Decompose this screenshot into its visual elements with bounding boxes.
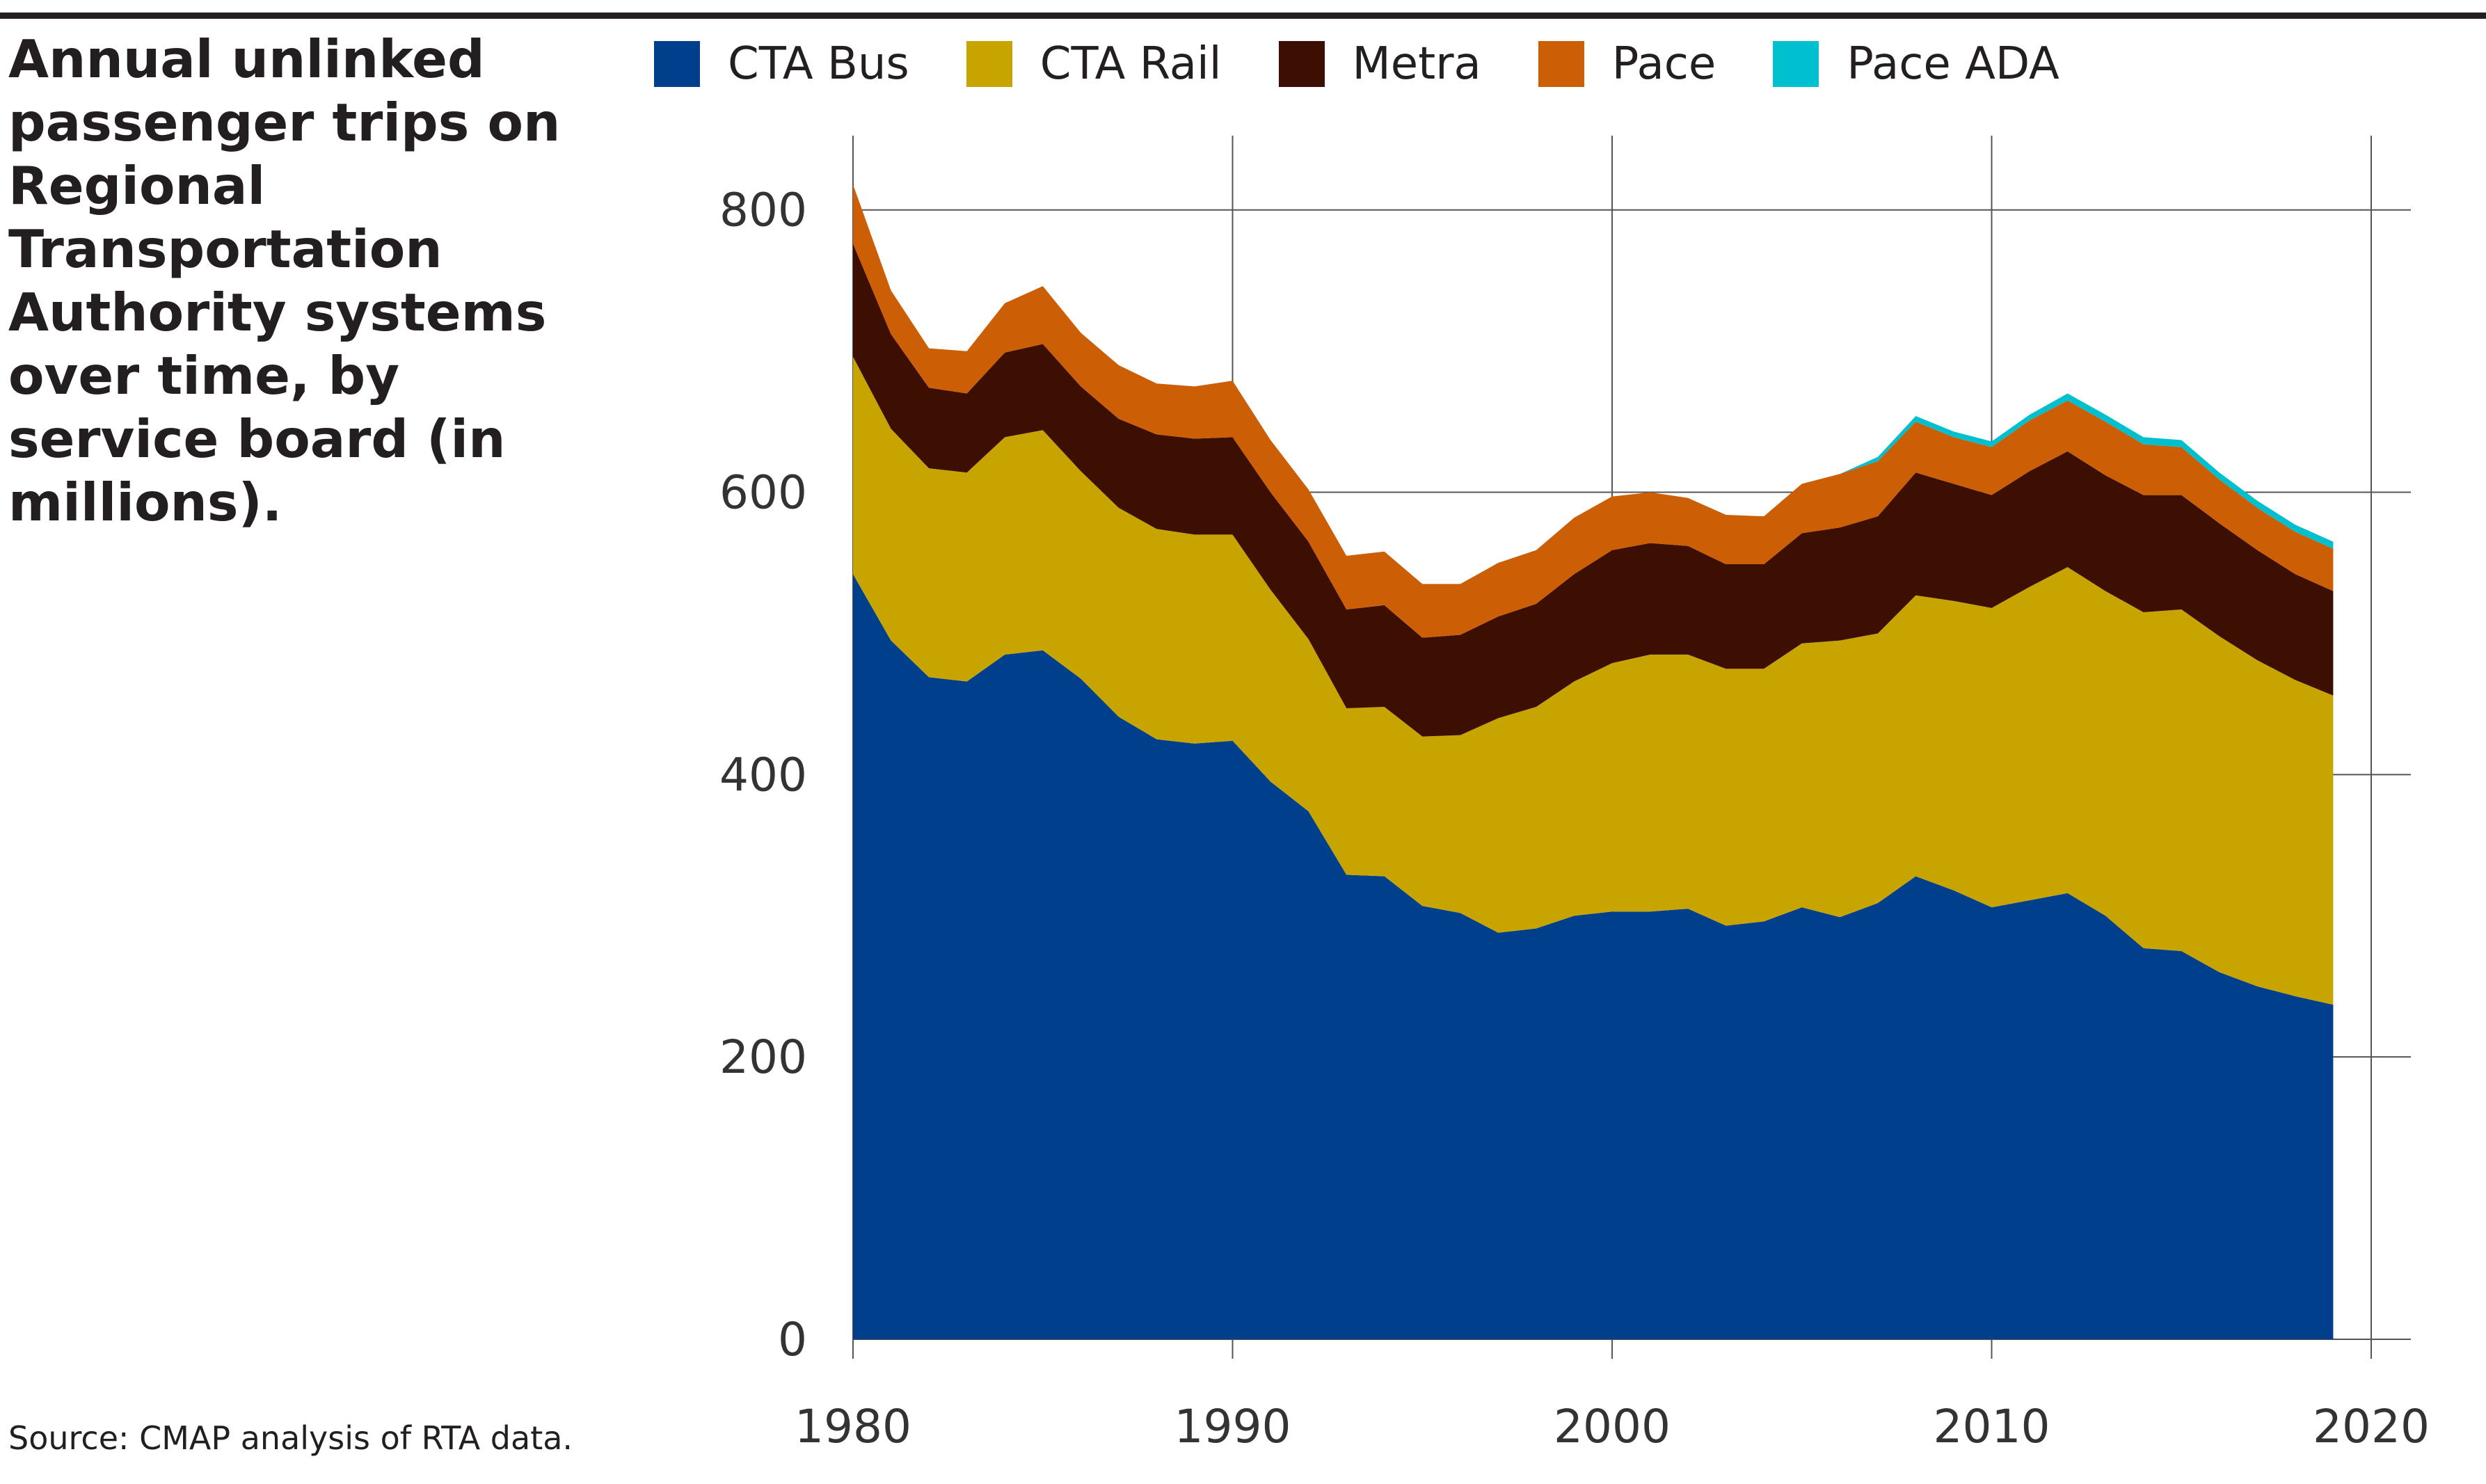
legend-swatch: [1278, 41, 1325, 87]
legend-item-pace-ada: Pace ADA: [1773, 38, 2059, 90]
legend-label: Metra: [1352, 38, 1481, 90]
x-tick-label: 2010: [1934, 1400, 2050, 1453]
x-tick-label: 2000: [1554, 1400, 1671, 1453]
chart-title: Annual unlinked passenger trips on Regio…: [8, 29, 561, 533]
x-tick-label: 2020: [2313, 1400, 2430, 1453]
area-cta-rail: [853, 356, 2334, 1005]
source-note: Source: CMAP analysis of RTA data.: [8, 1419, 573, 1457]
legend-item-metra: Metra: [1278, 38, 1481, 90]
y-tick-label: 400: [719, 748, 807, 801]
area-cta-bus: [853, 574, 2334, 1340]
area-pace: [853, 184, 2334, 638]
stacked-areas: [853, 184, 2334, 1340]
area-metra: [853, 244, 2334, 737]
legend-swatch: [966, 41, 1012, 87]
top-rule: [0, 13, 2486, 19]
legend-swatch: [654, 41, 700, 87]
legend-label: Pace: [1611, 38, 1716, 90]
legend-swatch: [1538, 41, 1584, 87]
y-tick-label: 600: [719, 466, 807, 520]
axis-ticks: 0 200 400 600 800 1980 1990 2000 2010 2020: [719, 184, 2430, 1453]
y-tick-label: 0: [778, 1313, 807, 1366]
legend-item-cta-bus: CTA Bus: [654, 38, 909, 90]
y-tick-label: 200: [719, 1030, 807, 1084]
y-tick-label: 800: [719, 184, 807, 237]
legend-label: CTA Rail: [1039, 38, 1222, 90]
legend-label: Pace ADA: [1847, 38, 2059, 90]
x-tick-label: 1990: [1174, 1400, 1291, 1453]
legend-swatch: [1773, 41, 1819, 87]
legend-label: CTA Bus: [728, 38, 909, 90]
legend-item-cta-rail: CTA Rail: [966, 38, 1222, 90]
legend-item-pace: Pace: [1538, 38, 1716, 90]
legend: CTA Bus CTA Rail Metra Pace Pace ADA: [654, 35, 2117, 93]
x-tick-label: 1980: [795, 1400, 911, 1453]
